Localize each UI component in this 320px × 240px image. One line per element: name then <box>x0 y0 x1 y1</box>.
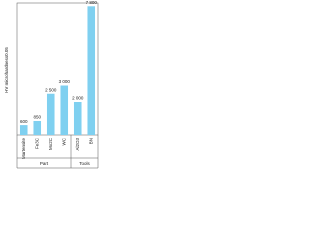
x-tick-label: WC <box>61 137 66 145</box>
chart: HV microhardness0.05 Martensite 600 Fe3C 85… <box>4 0 99 169</box>
bar <box>33 120 42 135</box>
y-axis-label: HV microhardness0.05 <box>4 47 9 93</box>
value-label: 3 000 <box>59 79 71 84</box>
x-tick-label: BN <box>88 138 93 144</box>
group-label: Tools <box>79 161 90 166</box>
bar <box>73 102 82 135</box>
value-label: 2 000 <box>72 96 84 101</box>
bar <box>87 6 96 135</box>
x-tick-label: Al2O3 <box>75 138 80 151</box>
plot-frame <box>16 2 99 136</box>
value-label: 7 800 <box>86 0 98 5</box>
bar <box>19 125 28 135</box>
x-tick-label: Martensite <box>21 138 26 160</box>
page: HV microhardness0.05 Martensite 600 Fe3C 85… <box>4 0 99 169</box>
x-tick-label: Fe3C <box>34 137 39 149</box>
value-label: 2 500 <box>45 87 57 92</box>
value-label: 600 <box>20 119 28 124</box>
group-label: Part <box>40 161 49 166</box>
x-tick-label: Mo2C <box>48 137 53 150</box>
bar <box>60 85 69 135</box>
bar <box>46 93 55 135</box>
value-label: 850 <box>33 115 41 120</box>
